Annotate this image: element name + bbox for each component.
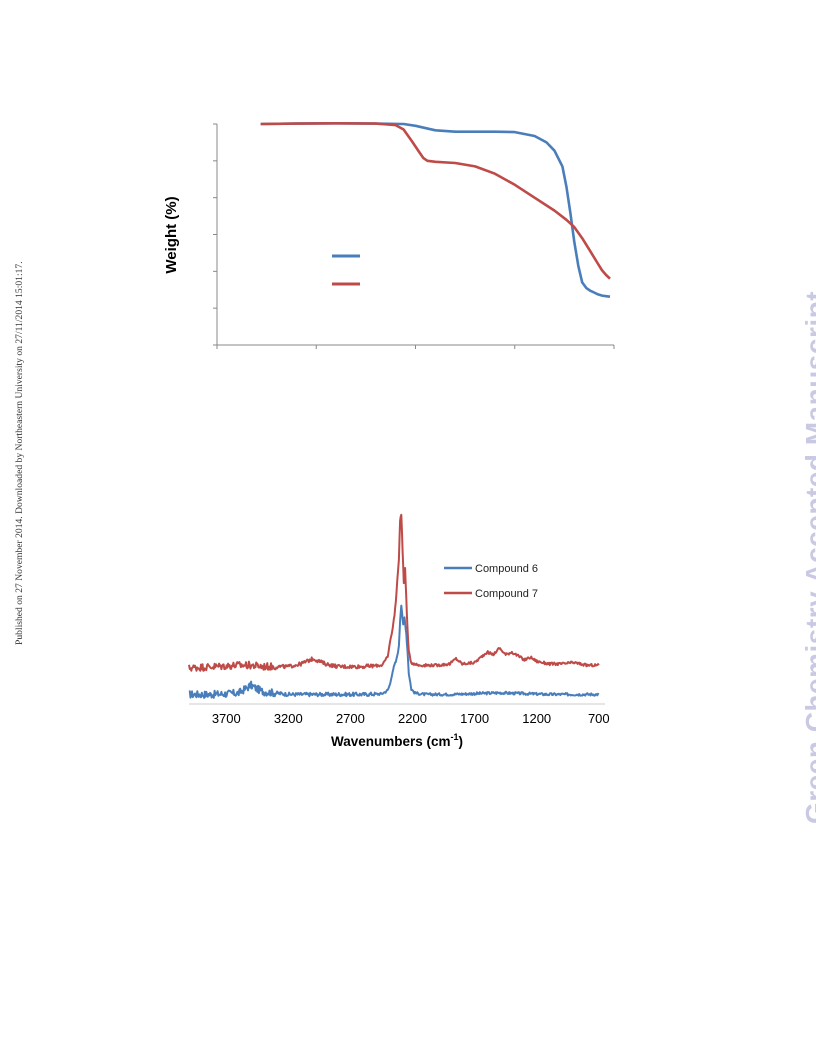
ir-x-tick-label: 2200 (398, 711, 427, 726)
ir-x-tick-label: 700 (588, 711, 610, 726)
tga-chart: Weight (%) (163, 122, 615, 349)
tga-axes (213, 123, 615, 349)
ir-x-axis-title-end: ) (459, 734, 464, 749)
tga-legend (332, 254, 360, 286)
ir-x-tick-label: 2700 (336, 711, 365, 726)
ir-x-tick-label: 3700 (212, 711, 241, 726)
ir-series (188, 513, 600, 699)
ir-legend: Compound 6 Compound 7 (444, 563, 538, 600)
ir-x-tick-label: 3200 (274, 711, 303, 726)
tga-series-line-2 (260, 122, 611, 280)
ir-legend-label-compound-7: Compound 7 (475, 588, 538, 600)
ir-x-axis-title-superscript: -1 (451, 732, 459, 742)
tga-series-line-1 (260, 122, 611, 298)
ir-x-tick-labels: 3700 3200 2700 2200 1700 1200 700 (212, 711, 610, 726)
ir-series-line-2 (188, 513, 600, 672)
ir-chart: 3700 3200 2700 2200 1700 1200 700 Wavenumbers … (188, 513, 610, 749)
tga-y-axis-title: Weight (%) (163, 196, 180, 273)
ir-legend-label-compound-6: Compound 6 (475, 563, 538, 575)
tga-series (260, 122, 611, 298)
ir-x-tick-label: 1700 (460, 711, 489, 726)
ir-x-axis-title-main: Wavenumbers (cm (331, 734, 451, 749)
ir-x-axis-title: Wavenumbers (cm-1) (331, 732, 463, 749)
ir-x-tick-label: 1200 (522, 711, 551, 726)
ir-series-line-1 (188, 604, 600, 699)
